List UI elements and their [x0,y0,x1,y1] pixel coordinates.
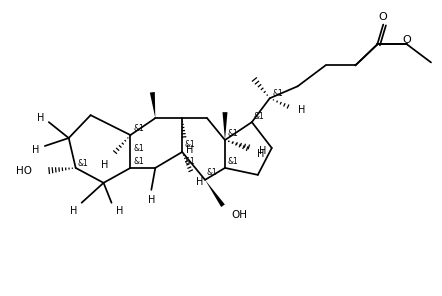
Text: &1: &1 [253,112,264,121]
Text: H: H [196,177,204,187]
Text: &1: &1 [272,89,283,98]
Polygon shape [150,92,155,118]
Text: &1: &1 [228,157,238,166]
Text: H: H [116,206,123,216]
Text: H: H [259,146,267,156]
Text: &1: &1 [133,144,144,152]
Text: H: H [257,149,264,159]
Text: &1: &1 [185,139,195,149]
Polygon shape [222,112,228,140]
Text: H: H [70,206,77,216]
Text: &1: &1 [228,128,238,138]
Text: &1: &1 [133,124,144,133]
Text: &1: &1 [207,168,217,177]
Text: OH: OH [231,210,247,220]
Text: &1: &1 [185,157,195,166]
Text: H: H [32,145,40,155]
Text: H: H [298,105,305,115]
Text: H: H [148,195,155,205]
Text: HO: HO [16,166,32,176]
Polygon shape [205,180,225,207]
Text: &1: &1 [77,160,88,168]
Text: O: O [403,35,412,44]
Text: H: H [187,145,194,155]
Text: &1: &1 [133,157,144,166]
Text: O: O [379,12,388,22]
Text: H: H [37,113,45,123]
Text: H: H [101,160,108,170]
